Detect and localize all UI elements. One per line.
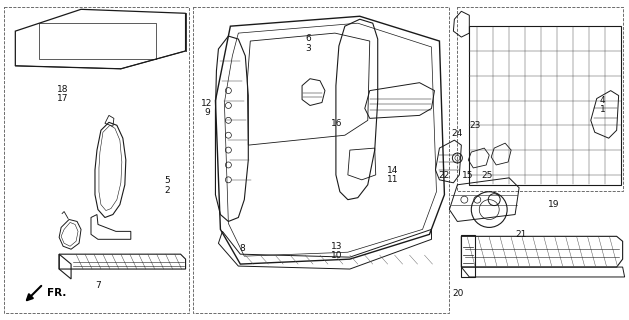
Text: 4: 4: [599, 96, 605, 105]
Text: 2: 2: [165, 186, 170, 195]
Text: 5: 5: [164, 176, 170, 185]
Text: 8: 8: [240, 244, 245, 253]
Text: 19: 19: [548, 200, 559, 209]
Text: 25: 25: [482, 171, 493, 180]
Text: 22: 22: [438, 171, 449, 180]
Text: 11: 11: [387, 174, 399, 184]
Text: 1: 1: [599, 105, 606, 114]
Text: 23: 23: [469, 121, 481, 130]
Text: 3: 3: [305, 44, 311, 53]
Text: FR.: FR.: [47, 288, 67, 298]
Text: 17: 17: [57, 94, 69, 103]
Text: 12: 12: [201, 99, 213, 108]
Text: 16: 16: [331, 119, 342, 128]
Text: 20: 20: [453, 289, 464, 298]
Text: 10: 10: [331, 251, 342, 260]
Text: 21: 21: [516, 230, 527, 239]
Text: 13: 13: [331, 242, 342, 251]
Text: 24: 24: [452, 129, 463, 138]
Text: 18: 18: [57, 85, 69, 94]
Bar: [457, 7, 623, 191]
Bar: [192, 7, 449, 313]
Text: 7: 7: [96, 281, 101, 290]
Text: 14: 14: [387, 166, 398, 175]
Bar: [4, 7, 189, 313]
Text: 15: 15: [462, 171, 473, 180]
Text: 6: 6: [305, 34, 311, 43]
Text: 9: 9: [204, 108, 209, 117]
